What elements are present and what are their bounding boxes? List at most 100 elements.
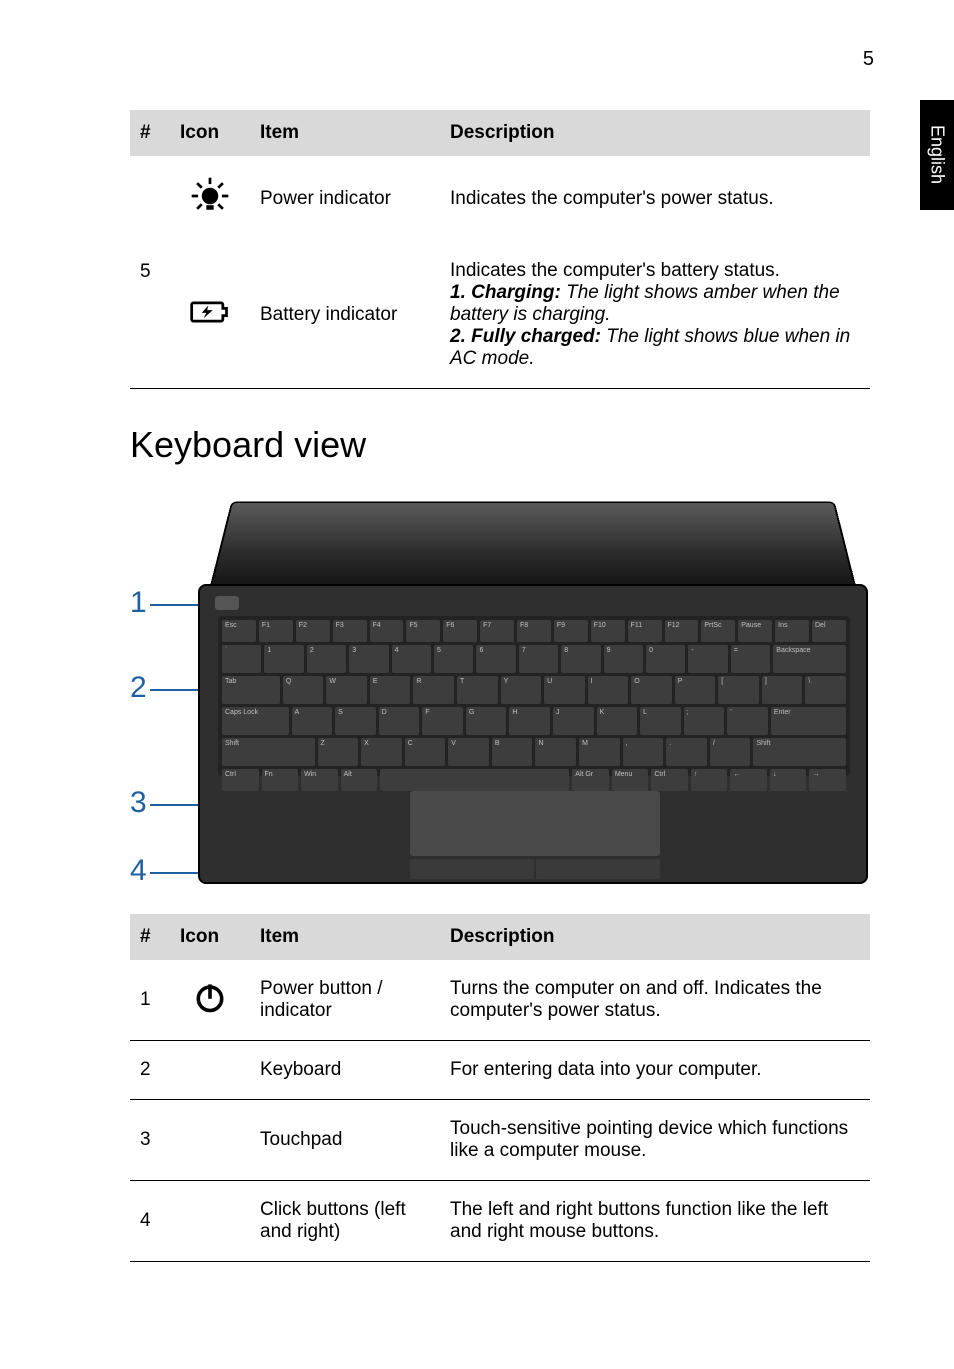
keyboard-key: H [509, 707, 550, 735]
keyboard-key: ; [684, 707, 725, 735]
icon-cell [170, 960, 250, 1041]
keyboard-diagram: 1 2 3 4 EscF1F2F3F4F5F6F7F8F9F10F11F12Pr… [130, 484, 870, 884]
keyboard-key: 2 [307, 645, 346, 673]
desc-cell: Turns the computer on and off. Indicates… [440, 960, 870, 1041]
keyboard-key: F8 [517, 620, 551, 642]
th-desc: Description [440, 110, 870, 156]
keyboard-key: ` [222, 645, 261, 673]
section-heading: Keyboard view [130, 424, 870, 466]
keyboard-key: L [640, 707, 681, 735]
battery-icon [188, 290, 232, 334]
keyboard-key: F [422, 707, 463, 735]
keyboard-key: Z [318, 738, 359, 766]
keyboard-key: Tab [222, 676, 280, 704]
keyboard-key: O [631, 676, 672, 704]
keyboard-graphic: EscF1F2F3F4F5F6F7F8F9F10F11F12PrtScPause… [218, 616, 850, 776]
keyboard-key: ↓ [770, 769, 807, 791]
keyboard-key: ↑ [691, 769, 728, 791]
table-row: 4 Click buttons (left and right) The lef… [130, 1181, 870, 1262]
keyboard-key: W [326, 676, 367, 704]
th-icon: Icon [170, 110, 250, 156]
keyboard-key: S [335, 707, 376, 735]
keyboard-key: Q [283, 676, 324, 704]
keyboard-key: F10 [591, 620, 625, 642]
keyboard-key: 0 [646, 645, 685, 673]
keyboard-key: F7 [480, 620, 514, 642]
keyboard-key: → [809, 769, 846, 791]
item-cell: Power button / indicator [250, 960, 440, 1041]
keyboard-key: Menu [612, 769, 649, 791]
callout-1: 1 [130, 586, 147, 620]
table-row: 3 Touchpad Touch-sensitive pointing devi… [130, 1100, 870, 1181]
keyboard-key: 6 [476, 645, 515, 673]
keyboard-key: F9 [554, 620, 588, 642]
keyboard-key: F1 [259, 620, 293, 642]
keyboard-key: / [710, 738, 751, 766]
keyboard-key: ] [762, 676, 803, 704]
keyboard-key: F3 [333, 620, 367, 642]
table-row: 5 Power indicator Indicates [130, 156, 870, 242]
right-click-graphic [536, 859, 660, 879]
icon-cell [170, 242, 250, 389]
keyboard-key: E [370, 676, 411, 704]
power-icon [192, 979, 228, 1015]
table-row: Battery indicator Indicates the computer… [130, 242, 870, 389]
keyboard-key: Win [301, 769, 338, 791]
keyboard-key: 7 [519, 645, 558, 673]
icon-cell [170, 1100, 250, 1181]
keyboard-key: PrtSc [701, 620, 735, 642]
keyboard-key: P [675, 676, 716, 704]
indicators-table: # Icon Item Description 5 [130, 110, 870, 389]
power-button-graphic [215, 596, 239, 610]
page-number: 5 [863, 48, 874, 71]
item-cell: Click buttons (left and right) [250, 1181, 440, 1262]
keyboard-key: = [731, 645, 770, 673]
keyboard-key: F5 [406, 620, 440, 642]
keyboard-key [380, 769, 569, 791]
light-bulb-icon [188, 174, 232, 218]
touchpad-buttons [410, 859, 660, 879]
th-desc: Description [440, 914, 870, 960]
keyboard-key: 5 [434, 645, 473, 673]
keyboard-key: 3 [349, 645, 388, 673]
table-row: 2 Keyboard For entering data into your c… [130, 1041, 870, 1100]
keyboard-key: B [492, 738, 533, 766]
keyboard-key: Enter [771, 707, 846, 735]
keyboard-key: F4 [370, 620, 404, 642]
keyboard-key: K [597, 707, 638, 735]
keyboard-key: , [623, 738, 664, 766]
left-click-graphic [410, 859, 534, 879]
language-tab: English [920, 100, 954, 210]
keyboard-key: Alt [341, 769, 378, 791]
keyboard-key: Del [812, 620, 846, 642]
keyboard-key: \ [805, 676, 846, 704]
keyboard-key: Y [501, 676, 542, 704]
table-row: 1 Power button / indicator Turns the com… [130, 960, 870, 1041]
keyboard-key: D [379, 707, 420, 735]
keyboard-key: V [448, 738, 489, 766]
laptop-illustration: EscF1F2F3F4F5F6F7F8F9F10F11F12PrtScPause… [198, 484, 870, 884]
keyboard-key: N [535, 738, 576, 766]
keyboard-key: . [666, 738, 707, 766]
desc-bold: 2. Fully charged: [450, 326, 601, 347]
keyboard-key: Shift [222, 738, 315, 766]
desc-cell: Indicates the computer's power status. [440, 156, 870, 242]
row-num: 5 [130, 156, 170, 389]
th-item: Item [250, 110, 440, 156]
row-num: 1 [130, 960, 170, 1041]
icon-cell [170, 1041, 250, 1100]
keyboard-key: Esc [222, 620, 256, 642]
keyboard-view-table: # Icon Item Description 1 Power button /… [130, 914, 870, 1262]
keyboard-key: I [588, 676, 629, 704]
desc-bold: 1. Charging: [450, 282, 561, 303]
touchpad-graphic [410, 791, 660, 856]
keyboard-key: F6 [443, 620, 477, 642]
keyboard-key: - [688, 645, 727, 673]
keyboard-key: Caps Lock [222, 707, 289, 735]
keyboard-key: Shift [753, 738, 846, 766]
laptop-lid [208, 501, 858, 594]
keyboard-key: Fn [262, 769, 299, 791]
keyboard-key: J [553, 707, 594, 735]
item-cell: Touchpad [250, 1100, 440, 1181]
th-icon: Icon [170, 914, 250, 960]
